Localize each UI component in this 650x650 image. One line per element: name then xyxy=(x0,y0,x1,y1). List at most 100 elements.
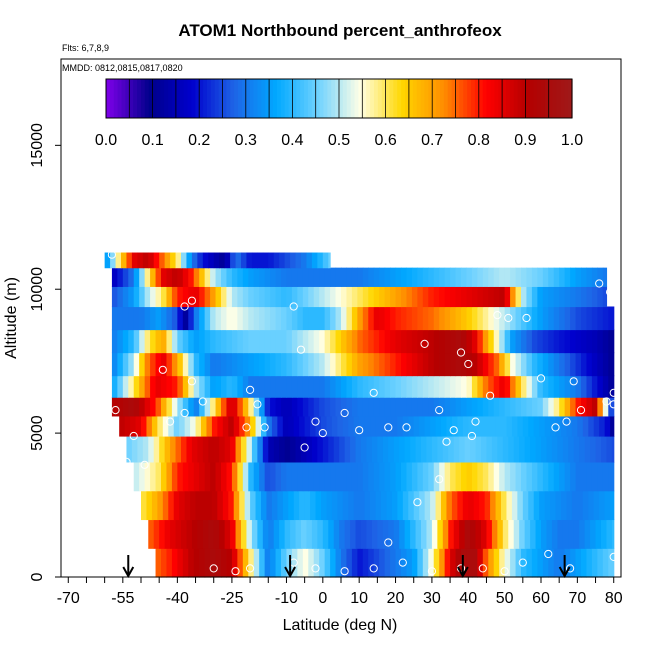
heatmap-cell xyxy=(422,329,429,354)
heatmap-cell xyxy=(461,375,468,398)
heatmap-cell xyxy=(182,397,189,417)
heatmap-cell xyxy=(602,286,608,308)
heatmap-cell xyxy=(390,306,397,331)
colorbar-segment xyxy=(195,79,200,118)
colorbar-segment xyxy=(296,79,301,118)
colorbar-segment xyxy=(245,79,251,118)
heatmap-cell xyxy=(293,415,300,437)
observation-point xyxy=(311,564,320,573)
heatmap-cell xyxy=(461,286,468,308)
heatmap-cell xyxy=(531,375,538,398)
colorbar-segment xyxy=(533,79,538,118)
heatmap-cell xyxy=(302,306,309,331)
heatmap-cell xyxy=(148,519,155,549)
heatmap-cell xyxy=(575,306,582,331)
observation-point xyxy=(442,437,451,446)
heatmap-cell xyxy=(601,519,608,549)
heatmap-cell xyxy=(439,375,446,398)
colorbar-tick-label: 0.0 xyxy=(95,132,117,149)
heatmap-cell xyxy=(175,519,182,549)
heatmap-cell xyxy=(155,267,162,287)
heatmap-cell xyxy=(586,267,593,287)
heatmap-cell xyxy=(566,490,573,521)
heatmap-cell xyxy=(457,490,464,521)
heatmap-cell xyxy=(321,490,328,521)
heatmap-cell xyxy=(466,548,473,578)
heatmap-cell xyxy=(359,490,366,521)
heatmap-cell xyxy=(231,329,238,354)
heatmap-cell xyxy=(455,286,462,308)
colorbar-tick-label: 0.1 xyxy=(141,132,163,149)
heatmap-cell xyxy=(182,267,189,287)
heatmap-cell xyxy=(279,435,286,463)
heatmap-cell xyxy=(604,415,611,437)
heatmap-cell xyxy=(590,519,597,549)
heatmap-cell xyxy=(339,519,346,549)
colorbar-segment xyxy=(412,79,418,118)
heatmap-cell xyxy=(321,415,328,437)
heatmap-cell xyxy=(410,435,417,463)
heatmap-cell xyxy=(521,352,528,377)
observation-point xyxy=(467,431,476,441)
heatmap-cell xyxy=(275,286,282,308)
observation-point xyxy=(300,443,309,452)
heatmap-cell xyxy=(204,461,211,492)
heatmap-cell xyxy=(237,375,244,398)
heatmap-cell xyxy=(221,397,228,417)
heatmap-cell xyxy=(126,435,133,463)
heatmap-cell xyxy=(299,415,306,437)
heatmap-cell xyxy=(462,490,469,521)
heatmap-cell xyxy=(290,435,297,463)
heatmap-cell xyxy=(433,352,440,377)
heatmap-cell xyxy=(471,352,478,377)
heatmap-cell xyxy=(144,286,151,308)
heatmap-cell xyxy=(444,352,451,377)
heatmap-cell xyxy=(602,267,608,287)
heatmap-cell xyxy=(351,329,358,354)
heatmap-cell xyxy=(357,286,364,308)
heatmap-cell xyxy=(128,267,135,287)
heatmap-cell xyxy=(357,267,364,287)
heatmap-cell xyxy=(371,435,378,463)
heatmap-cell xyxy=(417,352,424,377)
heatmap-cell xyxy=(548,286,555,308)
heatmap-cell xyxy=(322,435,329,463)
heatmap-cell xyxy=(279,252,286,269)
heatmap-cell xyxy=(270,286,277,308)
heatmap-cell xyxy=(404,435,411,463)
heatmap-cell xyxy=(559,329,566,354)
heatmap-cell xyxy=(139,329,146,354)
heatmap-cell xyxy=(471,329,478,354)
heatmap-cell xyxy=(553,267,560,287)
heatmap-cell xyxy=(551,519,558,549)
heatmap-cell xyxy=(364,490,371,521)
heatmap-cell xyxy=(510,548,517,578)
heatmap-cell xyxy=(404,519,411,549)
heatmap-cell xyxy=(226,329,233,354)
heatmap-cell xyxy=(393,519,400,549)
heatmap-cell xyxy=(319,397,326,417)
observation-point xyxy=(576,406,586,415)
heatmap-cell xyxy=(517,415,524,437)
heatmap-cell xyxy=(302,267,309,287)
heatmap-cell xyxy=(330,352,337,377)
heatmap-cell xyxy=(579,435,586,463)
heatmap-cell xyxy=(390,548,397,578)
heatmap-cell xyxy=(228,415,235,437)
heatmap-cell xyxy=(124,415,131,437)
heatmap-cell xyxy=(302,329,309,354)
heatmap-cell xyxy=(499,461,506,492)
heatmap-cell xyxy=(395,352,402,377)
heatmap-cell xyxy=(571,490,578,521)
colorbar-segment xyxy=(300,79,305,118)
colorbar-segment xyxy=(183,79,189,118)
heatmap-cell xyxy=(128,306,135,331)
observation-point xyxy=(231,567,240,576)
heatmap-cell xyxy=(226,286,233,308)
heatmap-cell xyxy=(539,415,546,437)
heatmap-cell xyxy=(373,375,380,398)
heatmap-cell xyxy=(204,329,211,354)
heatmap-cell xyxy=(428,306,435,331)
heatmap-cell xyxy=(588,415,595,437)
x-tick-label: 0 xyxy=(318,590,327,607)
